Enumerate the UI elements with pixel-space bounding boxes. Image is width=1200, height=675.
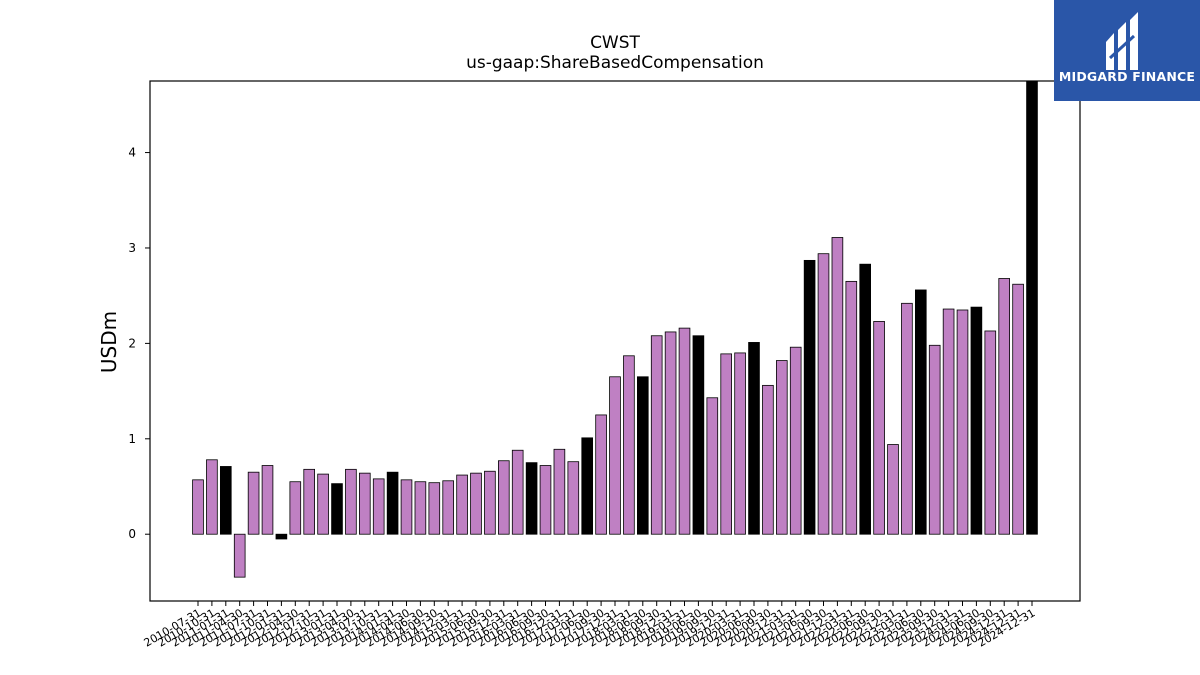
bar xyxy=(762,384,774,535)
bar xyxy=(748,342,760,535)
bar xyxy=(873,321,885,535)
bar xyxy=(887,444,899,535)
bars-group xyxy=(192,80,1038,578)
bar xyxy=(831,237,844,535)
bar xyxy=(817,253,830,535)
bar xyxy=(192,479,204,535)
y-tick-label: 4 xyxy=(128,146,136,160)
bar xyxy=(776,360,788,535)
bar xyxy=(678,327,691,535)
bar xyxy=(901,302,913,535)
bar xyxy=(789,346,802,535)
chart-title: CWST xyxy=(590,33,640,53)
y-tick-label: 3 xyxy=(128,241,136,255)
x-axis-ticks: 2010-07-312010-10-312011-01-312011-04-30… xyxy=(142,601,1038,650)
plot-frame xyxy=(149,80,1081,602)
bar xyxy=(372,478,385,535)
y-axis-label: USDm xyxy=(97,311,121,373)
bar xyxy=(803,259,816,535)
bar xyxy=(233,533,246,578)
bar xyxy=(984,330,997,535)
bar xyxy=(386,471,399,535)
brand-logo: MIDGARD FINANCE xyxy=(1054,0,1200,101)
y-axis-ticks: 0 1 2 3 4 xyxy=(128,146,150,541)
logo-text: MIDGARD FINANCE xyxy=(1058,69,1196,84)
bar xyxy=(428,482,441,535)
bar xyxy=(650,335,663,535)
bar xyxy=(358,472,371,535)
bar xyxy=(497,460,510,535)
bar xyxy=(859,263,871,535)
bar xyxy=(553,448,566,535)
bar xyxy=(331,483,343,535)
bar xyxy=(970,306,983,535)
y-tick-label: 2 xyxy=(128,336,136,350)
y-tick-label: 1 xyxy=(128,432,136,446)
bar xyxy=(317,473,329,535)
bar xyxy=(915,289,927,535)
bar xyxy=(303,468,315,535)
bar xyxy=(637,376,649,535)
bar xyxy=(928,344,941,535)
bar xyxy=(692,335,705,535)
bar xyxy=(609,376,621,535)
bar xyxy=(595,414,607,535)
bar xyxy=(581,437,593,535)
bar xyxy=(734,352,746,535)
chart-subtitle: us-gaap:ShareBasedCompensation xyxy=(466,53,764,73)
bar xyxy=(414,481,427,535)
bar xyxy=(345,468,357,535)
bar xyxy=(942,308,955,535)
bar xyxy=(511,449,524,535)
bar xyxy=(845,280,858,535)
bar xyxy=(484,470,496,535)
bar xyxy=(956,309,969,535)
bar xyxy=(261,465,274,535)
bar xyxy=(400,479,413,535)
bar xyxy=(275,533,288,540)
bar xyxy=(720,353,732,535)
bar xyxy=(623,355,635,535)
bar xyxy=(456,474,468,535)
bar xyxy=(706,397,719,535)
bar xyxy=(206,459,218,535)
bar xyxy=(247,471,260,535)
bar xyxy=(470,472,482,535)
bar xyxy=(1012,283,1024,535)
bar xyxy=(567,461,580,535)
bar xyxy=(442,480,454,535)
bar xyxy=(664,331,677,535)
y-tick-label: 0 xyxy=(128,527,136,541)
bar xyxy=(1026,80,1038,535)
bar xyxy=(539,465,552,535)
logo-mark-icon xyxy=(1106,12,1138,70)
bar xyxy=(219,466,232,535)
bar xyxy=(289,481,302,535)
bar xyxy=(525,462,538,535)
bar xyxy=(998,278,1010,535)
